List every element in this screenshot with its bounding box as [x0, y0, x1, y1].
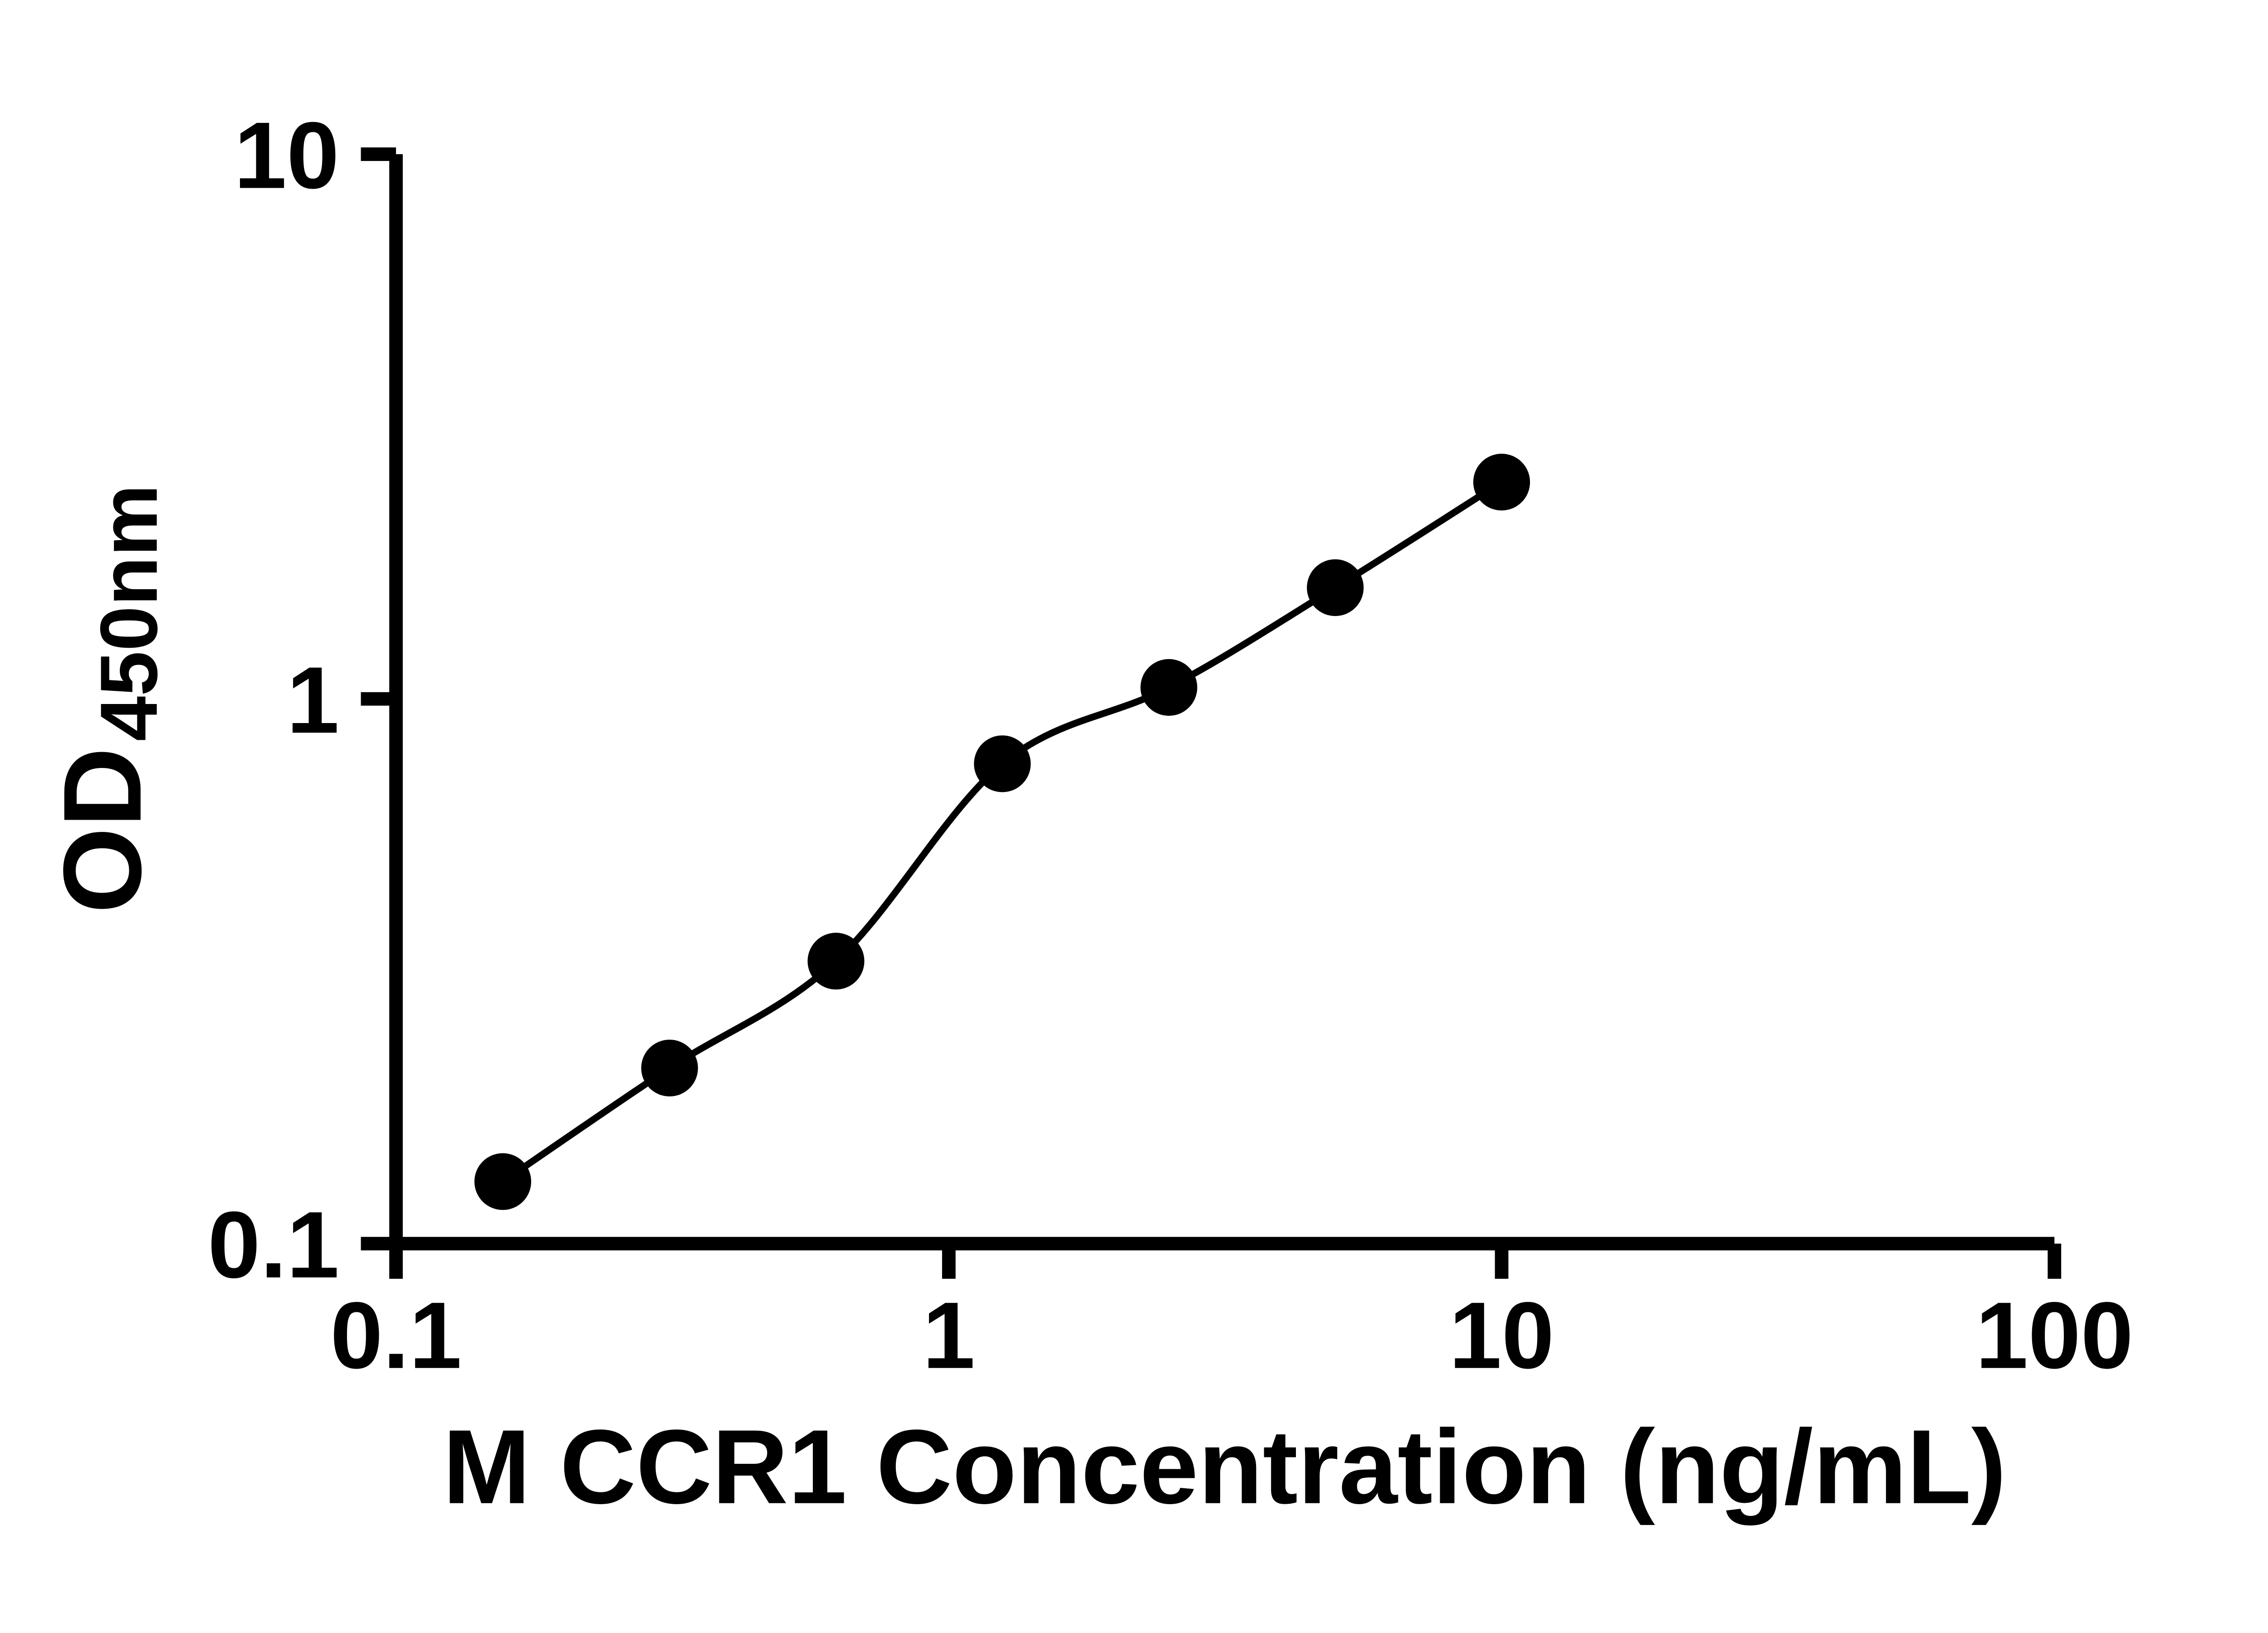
- data-point: [974, 735, 1031, 792]
- y-tick-label: 0.1: [208, 1192, 339, 1298]
- x-axis-title: M CCR1 Concentration (ng/mL): [443, 1408, 2006, 1526]
- plot-layer: 0.1 1 10 100 0.1 1 10: [208, 103, 2133, 1388]
- y-tick-label: 10: [234, 103, 339, 208]
- x-tick-label: 1: [923, 1283, 975, 1389]
- y-tick-label: 1: [287, 647, 339, 753]
- data-point: [1140, 659, 1198, 716]
- data-point: [474, 1153, 532, 1210]
- x-tick-label: 0.1: [330, 1283, 462, 1389]
- data-point: [641, 1039, 698, 1097]
- data-point: [1473, 454, 1530, 511]
- y-axis-title-sub: 450nm: [83, 484, 174, 741]
- x-tick-label: 100: [1975, 1283, 2133, 1389]
- y-axis-title: OD 450nm: [40, 484, 174, 914]
- data-point: [807, 933, 865, 990]
- y-axis-title-main: OD: [40, 747, 164, 913]
- x-tick-label: 10: [1449, 1283, 1554, 1389]
- data-point: [1307, 559, 1364, 616]
